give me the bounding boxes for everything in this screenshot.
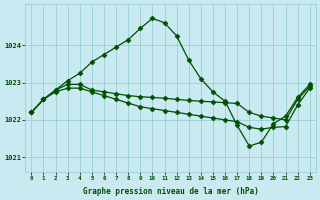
X-axis label: Graphe pression niveau de la mer (hPa): Graphe pression niveau de la mer (hPa) — [83, 187, 259, 196]
